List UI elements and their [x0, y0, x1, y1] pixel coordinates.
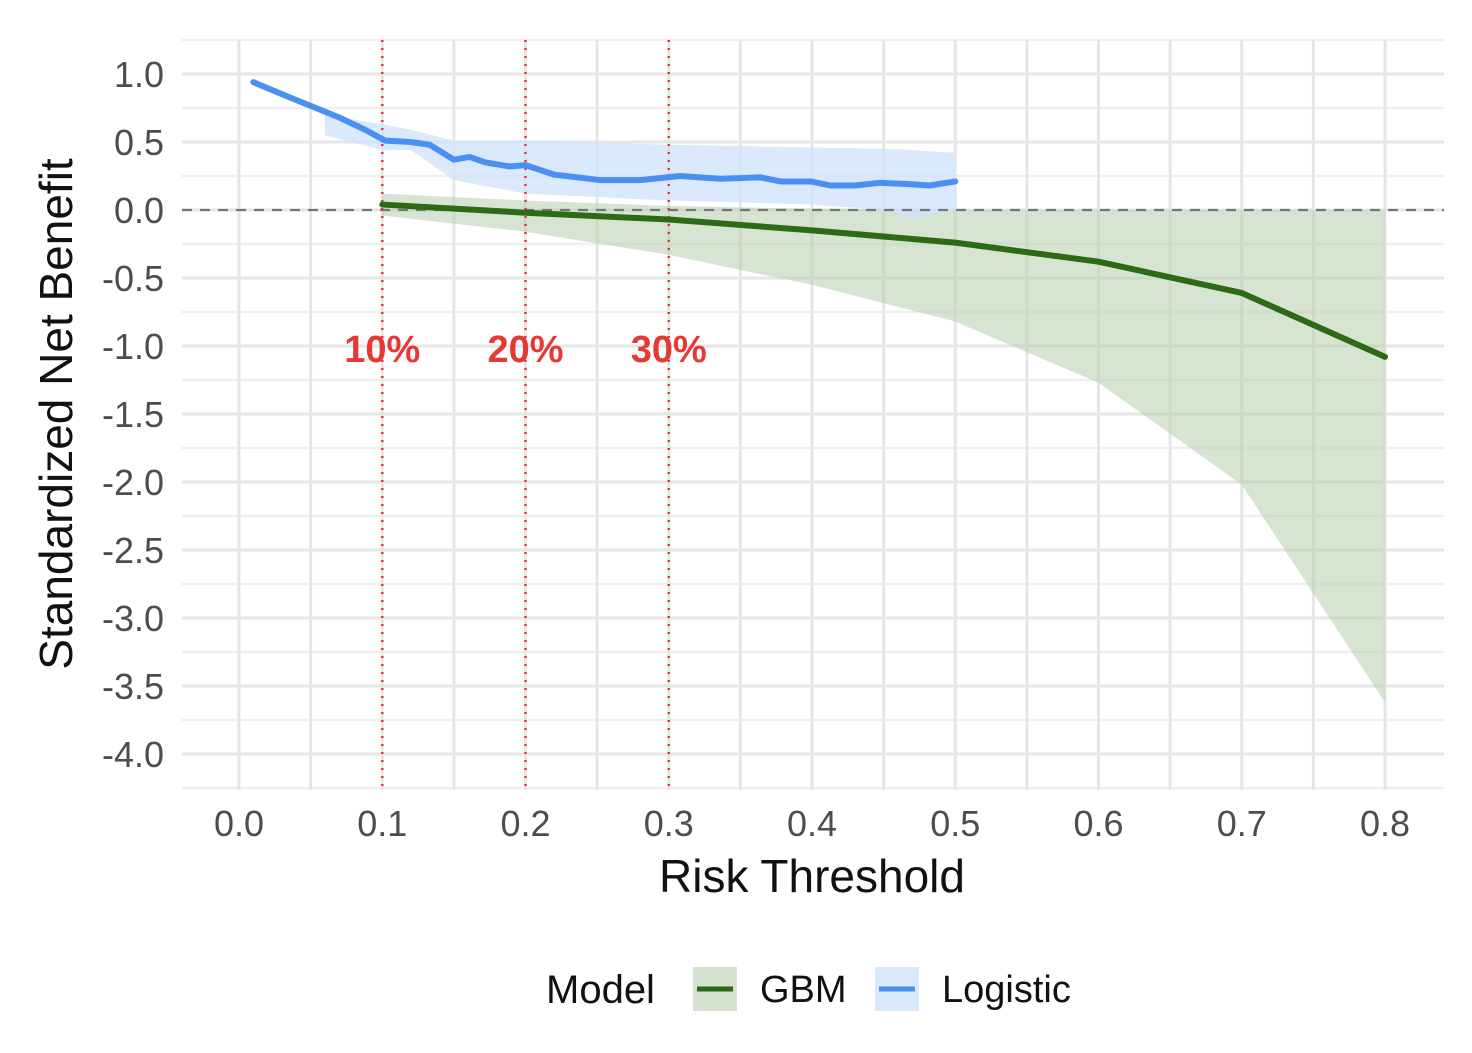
gbm-line [379, 201, 1388, 360]
x-tick-label: 0.8 [1360, 803, 1410, 844]
y-tick-label: 0.0 [114, 190, 164, 231]
x-axis-label: Risk Threshold [659, 850, 965, 902]
y-tick-label: -0.5 [102, 258, 164, 299]
x-tick-label: 0.5 [930, 803, 980, 844]
x-tick-label: 0.4 [787, 803, 837, 844]
legend-label-logistic: Logistic [942, 969, 1071, 1011]
logistic-confidence-band [324, 114, 956, 220]
threshold-markers: 10% 20% 30% [344, 40, 707, 790]
confidence-bands [324, 114, 1385, 703]
x-tick-label: 0.2 [500, 803, 550, 844]
y-tick-label: 0.5 [114, 122, 164, 163]
threshold-label: 30% [631, 329, 707, 371]
y-tick-label: 1.0 [114, 54, 164, 95]
y-tick-label: -4.0 [102, 734, 164, 775]
legend-title: Model [546, 968, 655, 1012]
series-lines [250, 79, 1388, 360]
y-axis-ticks: 1.0 0.5 0.0 -0.5 -1.0 -1.5 -2.0 -2.5 -3.0 -3.5 -4.… [102, 54, 164, 775]
x-tick-label: 0.3 [644, 803, 694, 844]
x-tick-label: 0.7 [1217, 803, 1267, 844]
threshold-label: 10% [344, 329, 420, 371]
gbm-confidence-band [382, 193, 1385, 703]
x-axis-ticks: 0.0 0.1 0.2 0.3 0.4 0.5 0.6 0.7 0.8 [214, 803, 1410, 844]
x-tick-label: 0.1 [357, 803, 407, 844]
y-tick-label: -2.5 [102, 530, 164, 571]
legend: Model GBM Logistic [546, 967, 1071, 1012]
y-tick-label: -2.0 [102, 462, 164, 503]
x-tick-label: 0.0 [214, 803, 264, 844]
y-axis-label: Standardized Net Benefit [30, 158, 82, 670]
legend-label-gbm: GBM [760, 969, 847, 1011]
y-tick-label: -1.5 [102, 394, 164, 435]
x-tick-label: 0.6 [1073, 803, 1123, 844]
y-tick-label: -3.0 [102, 598, 164, 639]
y-tick-label: -3.5 [102, 666, 164, 707]
y-tick-label: -1.0 [102, 326, 164, 367]
threshold-label: 20% [487, 329, 563, 371]
logistic-line [250, 79, 959, 189]
